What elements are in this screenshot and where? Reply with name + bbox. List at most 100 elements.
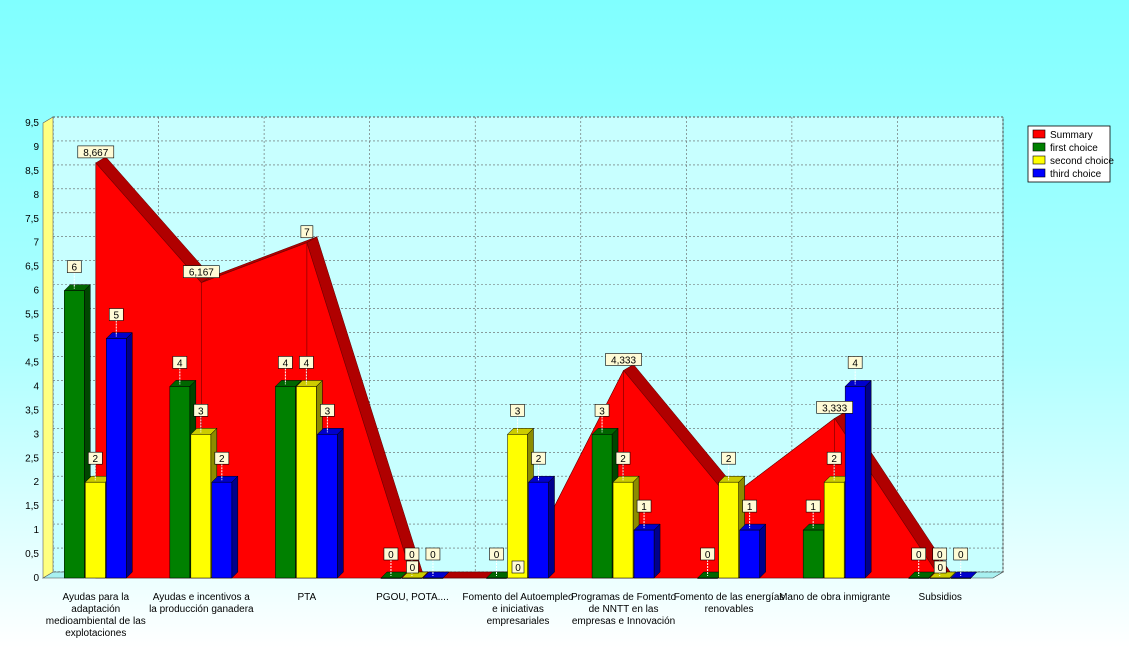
bar-front (528, 481, 549, 579)
summary-label: 0 (937, 563, 943, 574)
data-label-box (911, 547, 927, 561)
y-tick-label: 5,5 (25, 310, 39, 321)
data-label-box (847, 356, 863, 369)
data-label: 1 (641, 502, 647, 513)
data-label-box (531, 451, 546, 465)
bar-front (422, 577, 444, 579)
data-label-box (805, 499, 821, 513)
y-tick-label: 9,5 (25, 118, 39, 129)
bar-front (211, 481, 233, 579)
data-label-box (172, 356, 188, 369)
y-tick-label: 8 (33, 190, 39, 201)
bar-front (106, 338, 127, 579)
y-tick-label: 2,5 (25, 453, 39, 464)
bar-side (653, 523, 661, 579)
summary-label: 6,167 (189, 268, 214, 279)
data-label-box (193, 404, 209, 417)
data-label-box (826, 451, 842, 465)
bar-front (296, 386, 317, 579)
y-tick-label: 2 (33, 477, 39, 488)
data-label: 2 (92, 454, 98, 465)
legend-label: second choice (1050, 156, 1114, 167)
data-label: 3 (515, 406, 521, 417)
summary-label: 3,333 (822, 403, 847, 414)
bar-third-choice (739, 523, 767, 579)
data-label: 4 (283, 358, 289, 369)
y-tick-label: 1,5 (25, 501, 39, 512)
summary-label: 0 (515, 563, 521, 574)
bar-front (844, 386, 866, 579)
bar-front (929, 577, 950, 579)
bar-third-choice (633, 523, 661, 579)
summary-label-box (406, 560, 419, 574)
data-label-box (615, 451, 631, 465)
data-label-box (489, 547, 504, 561)
bar-third-choice (422, 571, 450, 579)
data-label: 0 (958, 550, 964, 561)
data-label: 1 (810, 502, 816, 513)
summary-label-box (77, 145, 115, 159)
data-label-box (383, 547, 399, 561)
summary-label: 7 (304, 228, 310, 239)
x-category-label: Programas de Fomento de NNTT en las empres… (571, 592, 676, 627)
summary-label-box (605, 353, 642, 366)
data-label-box (404, 547, 420, 561)
summary-label-box (933, 560, 947, 574)
summary-label: 4,333 (611, 355, 636, 366)
y-tick-label: 1 (33, 525, 39, 536)
bar-front (908, 577, 929, 579)
data-label-box (278, 356, 293, 369)
bar-front (633, 529, 655, 579)
bar-front (950, 577, 971, 579)
data-label: 0 (388, 550, 394, 561)
bar-front (591, 434, 613, 579)
y-tick-label: 7 (33, 238, 39, 249)
legend: Summary first choice second choice third ch… (1027, 125, 1114, 183)
y-tick-label: 8,5 (25, 166, 39, 177)
x-category-label: PTA (298, 592, 317, 603)
y-tick-label: 6,5 (25, 262, 39, 273)
y-tick-label: 0,5 (25, 549, 39, 560)
bar-front (190, 434, 212, 579)
data-label: 0 (494, 550, 500, 561)
x-category-label: Ayudas e incentivos a la producción ganad… (149, 592, 254, 615)
summary-label: 8,667 (83, 148, 108, 159)
left-wall (42, 116, 54, 579)
bar-front (380, 577, 402, 579)
bar-second-choice (401, 571, 429, 579)
x-category-label: Subsidios (919, 592, 962, 603)
summary-label-box (183, 265, 220, 278)
bar-third-choice (950, 571, 978, 579)
data-label-box (594, 404, 610, 417)
bar-front (85, 481, 106, 579)
y-tick-label: 6 (33, 286, 39, 297)
bar-side (548, 475, 555, 579)
data-label: 5 (113, 311, 119, 322)
data-label: 3 (599, 406, 605, 417)
bar-front (401, 577, 423, 579)
bar-front (486, 577, 507, 579)
x-category-label: Ayudas para la adaptación medioambiental d… (46, 592, 146, 639)
data-label: 4 (304, 358, 310, 369)
bar-side (864, 379, 872, 579)
data-label-box (108, 308, 124, 321)
bar-front (612, 481, 634, 579)
data-label: 1 (747, 502, 753, 513)
data-label: 2 (620, 454, 626, 465)
bars (63, 284, 978, 579)
summary-label-box (816, 401, 853, 414)
bar-third-choice (527, 475, 556, 579)
bar-third-choice (211, 475, 239, 579)
summary-label-box (300, 225, 314, 239)
bar-front (317, 434, 338, 579)
data-label-box (66, 260, 82, 273)
data-label: 0 (705, 550, 711, 561)
data-label-box (425, 547, 441, 561)
data-label-box (953, 547, 969, 561)
y-axis-wall (42, 116, 54, 579)
x-category-label: Mano de obra inmigrante (779, 592, 891, 603)
y-tick-label: 0 (33, 573, 39, 584)
y-tick-label: 7,5 (25, 214, 39, 225)
data-label-box (700, 547, 715, 561)
